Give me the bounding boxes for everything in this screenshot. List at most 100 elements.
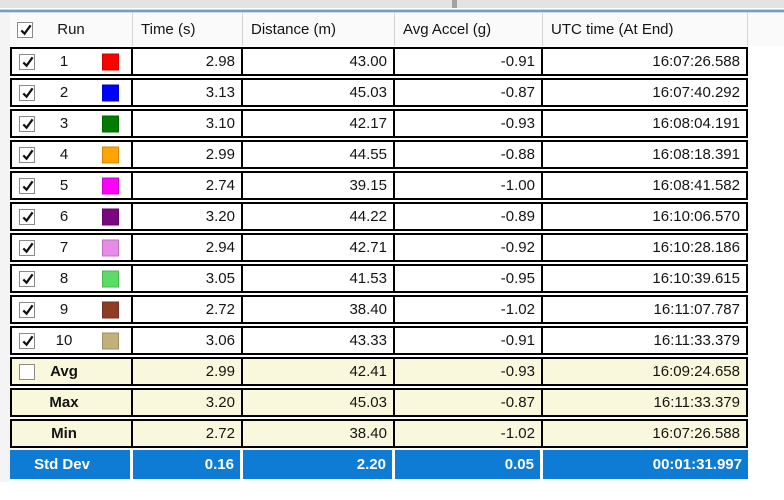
time-cell: 3.10 — [133, 111, 243, 136]
column-label-accel: Avg Accel (g) — [395, 13, 543, 46]
window-top-strip — [0, 0, 784, 8]
run-checkbox[interactable] — [19, 146, 35, 163]
run-label: 5 — [59, 177, 69, 194]
run-checkbox[interactable] — [19, 363, 35, 380]
runs-table: Run Time (s) Distance (m) Avg Accel (g) … — [10, 13, 784, 481]
check-icon — [22, 149, 34, 161]
run-checkbox[interactable] — [19, 115, 35, 132]
run-label: 8 — [59, 270, 69, 287]
table-row: 6 3.20 44.22 -0.89 16:10:06.570 — [10, 202, 748, 231]
run-label: 3 — [59, 115, 69, 132]
accel-cell: -0.91 — [395, 328, 543, 353]
time-cell: 2.74 — [133, 173, 243, 198]
table-body: 1 2.98 43.00 -0.91 16:07:26.588 2 3.13 4… — [10, 47, 784, 479]
summary-label: Min — [51, 425, 77, 442]
time-cell: 2.98 — [133, 49, 243, 74]
table-row: 1 2.98 43.00 -0.91 16:07:26.588 — [10, 47, 748, 76]
select-all-checkbox[interactable] — [17, 21, 33, 38]
time-cell: 0.16 — [133, 450, 243, 479]
run-checkbox[interactable] — [19, 208, 35, 225]
run-label: 9 — [59, 301, 69, 318]
distance-cell: 38.40 — [243, 297, 395, 322]
table-row: 7 2.94 42.71 -0.92 16:10:28.186 — [10, 233, 748, 262]
utc-cell: 16:07:26.588 — [652, 425, 740, 442]
run-checkbox[interactable] — [19, 301, 35, 318]
table-row: 9 2.72 38.40 -1.02 16:11:07.787 — [10, 295, 748, 324]
time-cell: 2.72 — [133, 297, 243, 322]
distance-cell: 38.40 — [243, 421, 395, 446]
run-color-swatch — [102, 239, 119, 256]
table-row: 10 3.06 43.33 -0.91 16:11:33.379 — [10, 326, 748, 355]
summary-row-max: Max 3.20 45.03 -0.87 16:11:33.379 — [10, 388, 748, 417]
run-label: 1 — [59, 53, 69, 70]
time-cell: 3.06 — [133, 328, 243, 353]
distance-cell: 42.17 — [243, 111, 395, 136]
utc-cell: 16:09:24.658 — [652, 363, 740, 380]
check-icon — [22, 304, 34, 316]
accel-cell: -1.00 — [395, 173, 543, 198]
run-color-swatch — [102, 146, 119, 163]
table-row: 5 2.74 39.15 -1.00 16:08:41.582 — [10, 171, 748, 200]
utc-cell: 16:11:33.379 — [653, 332, 740, 349]
summary-label: Max — [49, 394, 79, 411]
summary-label: Std Dev — [34, 456, 90, 473]
check-icon — [22, 273, 34, 285]
accel-cell: 0.05 — [395, 450, 543, 479]
utc-cell: 16:10:28.186 — [652, 239, 740, 256]
run-checkbox[interactable] — [19, 177, 35, 194]
distance-cell: 43.33 — [243, 328, 395, 353]
run-cell: 4 — [12, 142, 133, 167]
check-icon — [22, 180, 34, 192]
utc-cell: 16:08:04.191 — [652, 115, 740, 132]
time-cell: 2.94 — [133, 235, 243, 260]
distance-cell: 39.15 — [243, 173, 395, 198]
accel-cell: -0.91 — [395, 49, 543, 74]
utc-cell: 16:11:07.787 — [653, 301, 740, 318]
table-header-row: Run Time (s) Distance (m) Avg Accel (g) … — [10, 13, 784, 46]
run-color-swatch — [102, 332, 119, 349]
distance-cell: 2.20 — [243, 450, 395, 479]
column-label-run: Run — [57, 21, 85, 38]
run-cell: Max — [12, 390, 133, 415]
run-checkbox[interactable] — [19, 53, 35, 70]
accel-cell: -0.92 — [395, 235, 543, 260]
table-row: 2 3.13 45.03 -0.87 16:07:40.292 — [10, 78, 748, 107]
utc-cell: 00:01:31.997 — [543, 450, 748, 479]
run-checkbox[interactable] — [19, 332, 35, 349]
check-icon — [22, 87, 34, 99]
run-cell: 7 — [12, 235, 133, 260]
time-cell: 3.20 — [133, 204, 243, 229]
distance-cell: 44.22 — [243, 204, 395, 229]
run-cell: 3 — [12, 111, 133, 136]
run-cell: 5 — [12, 173, 133, 198]
table-row: 8 3.05 41.53 -0.95 16:10:39.615 — [10, 264, 748, 293]
splitter-accent-line[interactable] — [0, 8, 784, 13]
accel-cell: -0.93 — [395, 111, 543, 136]
utc-cell: 16:11:33.379 — [653, 394, 740, 411]
run-color-swatch — [102, 53, 119, 70]
run-color-swatch — [102, 177, 119, 194]
header-cell-run: Run — [10, 13, 133, 46]
column-label-distance: Distance (m) — [243, 13, 395, 46]
summary-row-std-dev: Std Dev 0.16 2.20 0.05 00:01:31.997 — [10, 450, 748, 479]
accel-cell: -1.02 — [395, 297, 543, 322]
run-checkbox[interactable] — [19, 84, 35, 101]
run-color-swatch — [102, 301, 119, 318]
run-color-swatch — [102, 115, 119, 132]
summary-row-avg: Avg 2.99 42.41 -0.93 16:09:24.658 — [10, 357, 748, 386]
run-cell: 10 — [12, 328, 133, 353]
run-checkbox[interactable] — [19, 239, 35, 256]
column-label-utc: UTC time (At End) — [543, 13, 748, 46]
run-cell: 6 — [12, 204, 133, 229]
run-cell: Std Dev — [10, 450, 133, 479]
run-checkbox[interactable] — [19, 270, 35, 287]
run-color-swatch — [102, 84, 119, 101]
run-cell: 1 — [12, 49, 133, 74]
utc-cell: 16:10:39.615 — [652, 270, 740, 287]
time-cell: 3.13 — [133, 80, 243, 105]
pane-divider-handle[interactable] — [452, 0, 457, 8]
distance-cell: 42.71 — [243, 235, 395, 260]
run-label: 10 — [55, 332, 73, 349]
time-cell: 3.05 — [133, 266, 243, 291]
summary-row-min: Min 2.72 38.40 -1.02 16:07:26.588 — [10, 419, 748, 448]
